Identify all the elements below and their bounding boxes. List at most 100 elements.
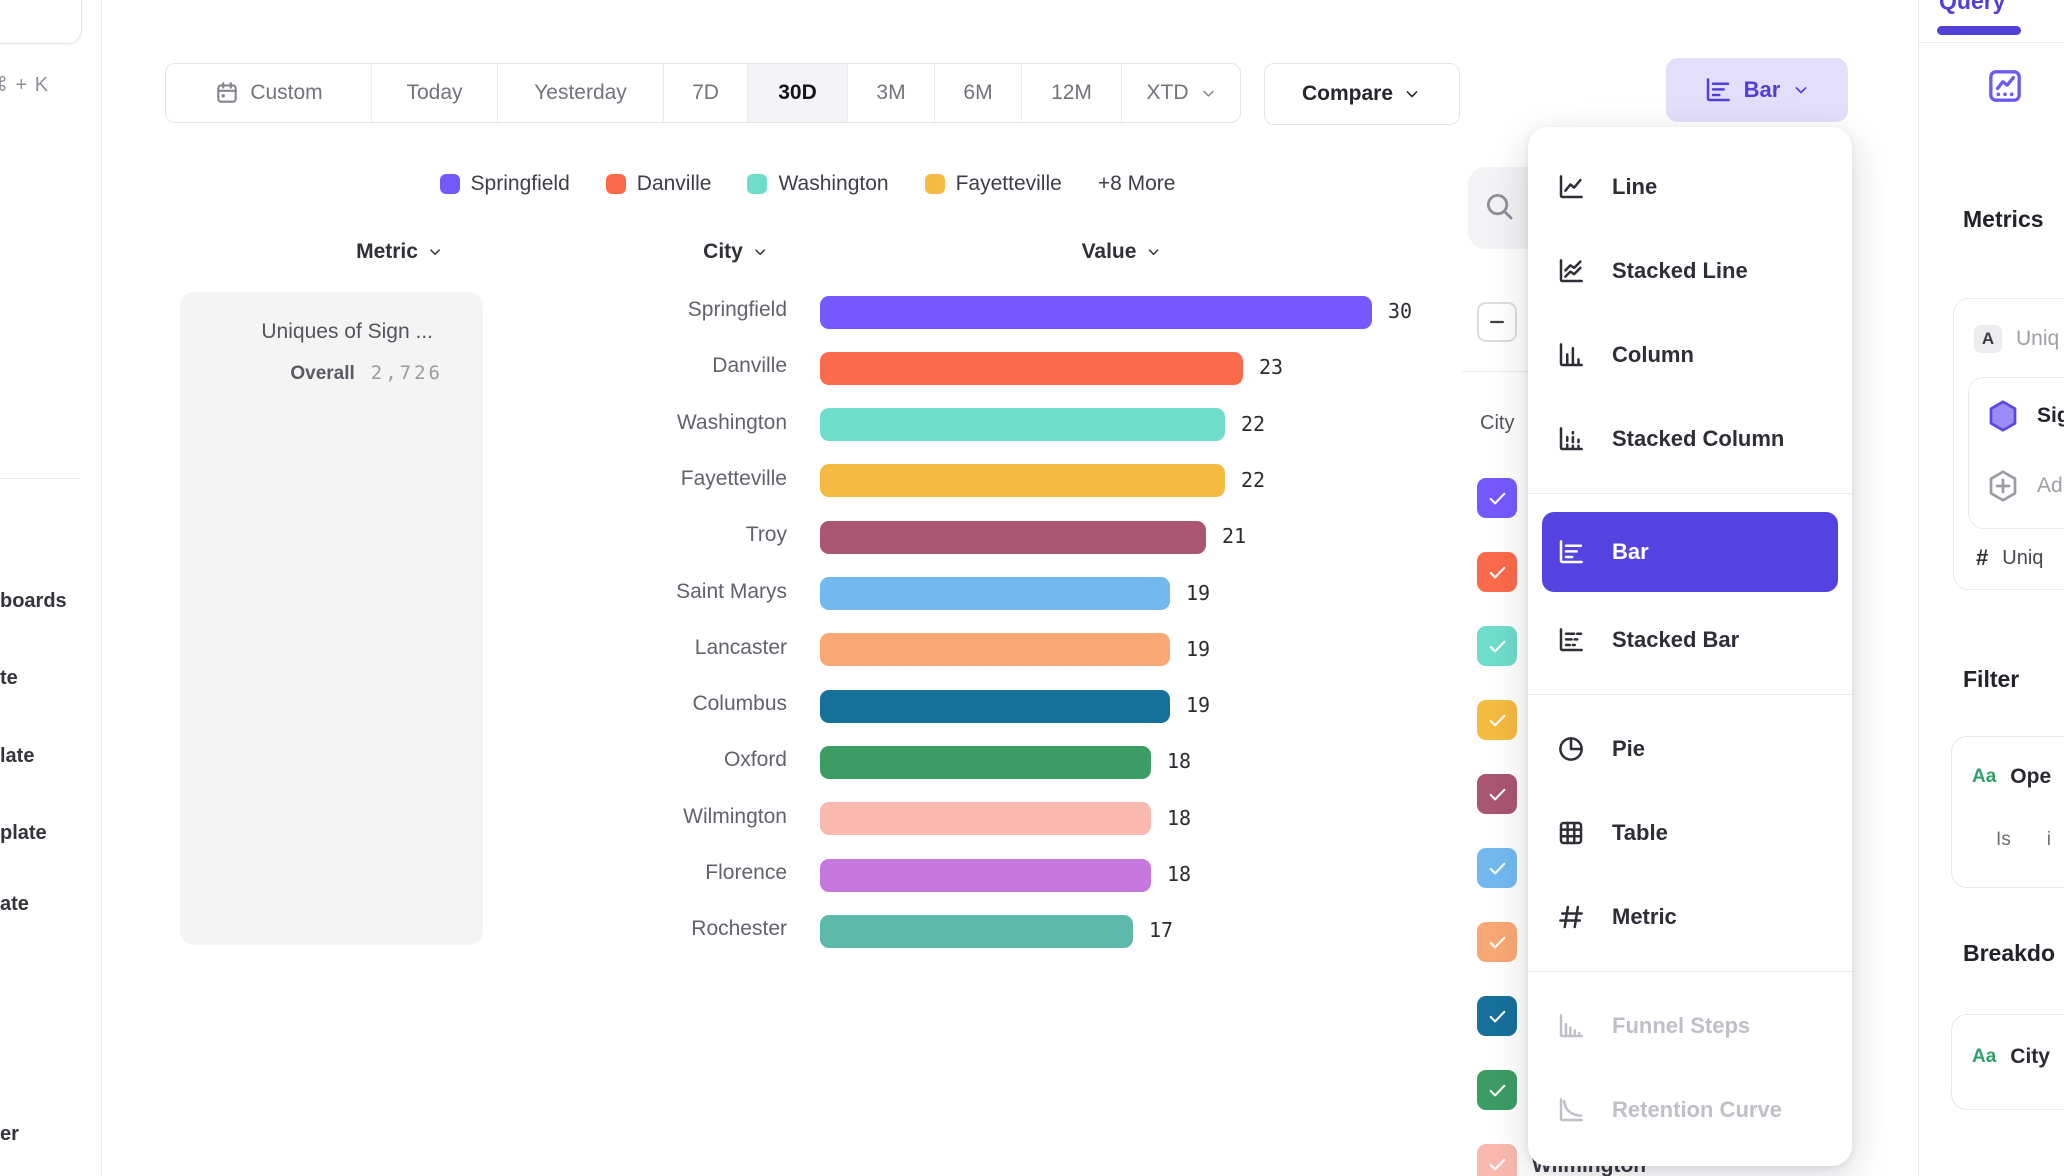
menu-item-bar[interactable]: Bar bbox=[1542, 512, 1838, 592]
menu-item-label: Stacked Column bbox=[1612, 426, 1785, 451]
legend-swatch bbox=[605, 174, 626, 194]
global-search-pill[interactable] bbox=[0, 0, 82, 44]
bar[interactable] bbox=[820, 351, 1243, 385]
bar-chart-icon bbox=[1703, 75, 1733, 105]
bar[interactable] bbox=[820, 577, 1170, 610]
add-hexagon-icon bbox=[1985, 468, 2021, 504]
measure-row[interactable]: # Uniq bbox=[1976, 545, 2043, 571]
pie-chart-icon bbox=[1556, 734, 1586, 764]
bar[interactable] bbox=[820, 408, 1225, 442]
date-range-12m[interactable]: 12M bbox=[1021, 64, 1121, 122]
filter-card[interactable]: Aa Ope Is i bbox=[1951, 736, 2064, 888]
date-range-xtd[interactable]: XTD bbox=[1121, 64, 1240, 122]
date-range-yesterday[interactable]: Yesterday bbox=[497, 64, 663, 122]
legend-swatch bbox=[924, 174, 945, 194]
column-header-metric[interactable]: Metric bbox=[356, 240, 444, 264]
city-row-checkbox[interactable] bbox=[1477, 478, 1517, 518]
legend-item[interactable]: Fayetteville bbox=[924, 172, 1062, 196]
bar[interactable] bbox=[820, 689, 1170, 723]
legend-item[interactable]: Washington bbox=[747, 172, 889, 196]
select-all-checkbox[interactable] bbox=[1477, 302, 1517, 342]
city-row-checkbox[interactable] bbox=[1477, 700, 1517, 740]
query-sidebar: Query Metrics A Uniq Sig Ad # bbox=[1918, 0, 2064, 1176]
sidebar-item-partial[interactable]: late bbox=[0, 745, 35, 767]
sidebar-item-partial[interactable]: er bbox=[0, 1123, 19, 1145]
legend-swatch bbox=[439, 174, 460, 194]
bar-label: Troy bbox=[745, 523, 787, 547]
metric-definition-card[interactable]: A Uniq Sig Ad # Uniq bbox=[1953, 298, 2064, 590]
event-row[interactable]: A Uniq bbox=[1974, 325, 2059, 353]
bar[interactable] bbox=[820, 914, 1133, 948]
check-icon bbox=[1485, 486, 1510, 511]
metric-title: Uniques of Sign ... bbox=[261, 320, 433, 343]
metric-hash-icon bbox=[1556, 902, 1586, 932]
tab-query[interactable]: Query bbox=[1939, 0, 2006, 14]
menu-item-pie[interactable]: Pie bbox=[1528, 707, 1852, 791]
chart-type-button[interactable]: Bar bbox=[1666, 58, 1848, 122]
date-range-6m[interactable]: 6M bbox=[934, 64, 1021, 122]
date-range-label: Yesterday bbox=[534, 81, 627, 104]
breakdown-property-text: City bbox=[2010, 1045, 2050, 1068]
sidebar-item-partial[interactable]: ate bbox=[0, 893, 29, 915]
date-range-label: Custom bbox=[250, 81, 323, 104]
legend-more[interactable]: +8 More bbox=[1097, 172, 1176, 195]
city-row-checkbox[interactable] bbox=[1477, 774, 1517, 814]
city-row-checkbox[interactable] bbox=[1477, 1070, 1517, 1110]
bar[interactable] bbox=[820, 520, 1206, 554]
bar-label: Danville bbox=[712, 354, 787, 378]
signup-event-row[interactable]: Sig bbox=[1985, 398, 2064, 434]
filter-heading: Filter bbox=[1963, 666, 2020, 692]
sidebar-item-partial[interactable]: boards bbox=[0, 590, 67, 612]
menu-item-line[interactable]: Line bbox=[1528, 145, 1852, 229]
filter-operator-row[interactable]: Is i bbox=[1996, 829, 2051, 851]
legend-label: Springfield bbox=[470, 172, 570, 195]
menu-item-metric[interactable]: Metric bbox=[1528, 875, 1852, 959]
compare-button[interactable]: Compare bbox=[1264, 63, 1460, 125]
bar[interactable] bbox=[820, 464, 1225, 498]
date-range-label: 3M bbox=[876, 81, 906, 104]
breakdown-card[interactable]: Aa City bbox=[1951, 1014, 2064, 1110]
column-header-value[interactable]: Value bbox=[1082, 240, 1163, 264]
menu-item-column[interactable]: Column bbox=[1528, 313, 1852, 397]
bar-value: 19 bbox=[1186, 580, 1211, 605]
bar-label: Washington bbox=[676, 410, 787, 434]
menu-item-stacked-line[interactable]: Stacked Line bbox=[1528, 229, 1852, 313]
city-row-checkbox[interactable] bbox=[1477, 922, 1517, 962]
date-range-3m[interactable]: 3M bbox=[847, 64, 934, 122]
city-row-checkbox[interactable] bbox=[1477, 1144, 1517, 1176]
event-text: Uniq bbox=[2016, 327, 2060, 350]
bar[interactable] bbox=[820, 745, 1151, 779]
menu-item-table[interactable]: Table bbox=[1528, 791, 1852, 875]
add-event-row[interactable]: Ad bbox=[1985, 468, 2063, 504]
menu-item-stacked-column[interactable]: Stacked Column bbox=[1528, 397, 1852, 481]
bar[interactable] bbox=[820, 802, 1151, 836]
legend-item[interactable]: Springfield bbox=[439, 172, 570, 196]
city-row-checkbox[interactable] bbox=[1477, 848, 1517, 888]
compare-label: Compare bbox=[1301, 82, 1394, 105]
filter-property-row[interactable]: Aa Ope bbox=[1972, 765, 2051, 789]
sidebar-item-partial[interactable]: plate bbox=[0, 822, 47, 844]
bar[interactable] bbox=[820, 295, 1372, 329]
metric-cell[interactable]: Uniques of Sign ... Overall 2,726 bbox=[180, 292, 483, 945]
date-range-label: 12M bbox=[1051, 81, 1092, 104]
legend-item[interactable]: Danville bbox=[605, 172, 711, 196]
date-range-7d[interactable]: 7D bbox=[663, 64, 747, 122]
column-header-city[interactable]: City bbox=[703, 240, 769, 264]
bar-value: 22 bbox=[1241, 411, 1266, 436]
date-range-today[interactable]: Today bbox=[371, 64, 497, 122]
bar[interactable] bbox=[820, 633, 1170, 667]
city-row-checkbox[interactable] bbox=[1477, 552, 1517, 592]
city-row-checkbox[interactable] bbox=[1477, 996, 1517, 1036]
sidebar-item-partial[interactable]: te bbox=[0, 667, 18, 689]
menu-item-stacked-bar[interactable]: Stacked Bar bbox=[1528, 598, 1852, 682]
date-range-custom[interactable]: Custom bbox=[166, 64, 371, 122]
bar[interactable] bbox=[820, 858, 1151, 892]
city-row-checkbox[interactable] bbox=[1477, 626, 1517, 666]
date-range-30d[interactable]: 30D bbox=[747, 64, 847, 122]
check-icon bbox=[1485, 856, 1510, 881]
legend-label: Fayetteville bbox=[955, 172, 1062, 195]
menu-item-funnel-steps: Funnel Steps bbox=[1528, 984, 1852, 1068]
breakdown-property-row[interactable]: Aa City bbox=[1972, 1045, 2050, 1069]
table-icon bbox=[1556, 818, 1586, 848]
chevron-down-icon bbox=[1791, 80, 1811, 100]
